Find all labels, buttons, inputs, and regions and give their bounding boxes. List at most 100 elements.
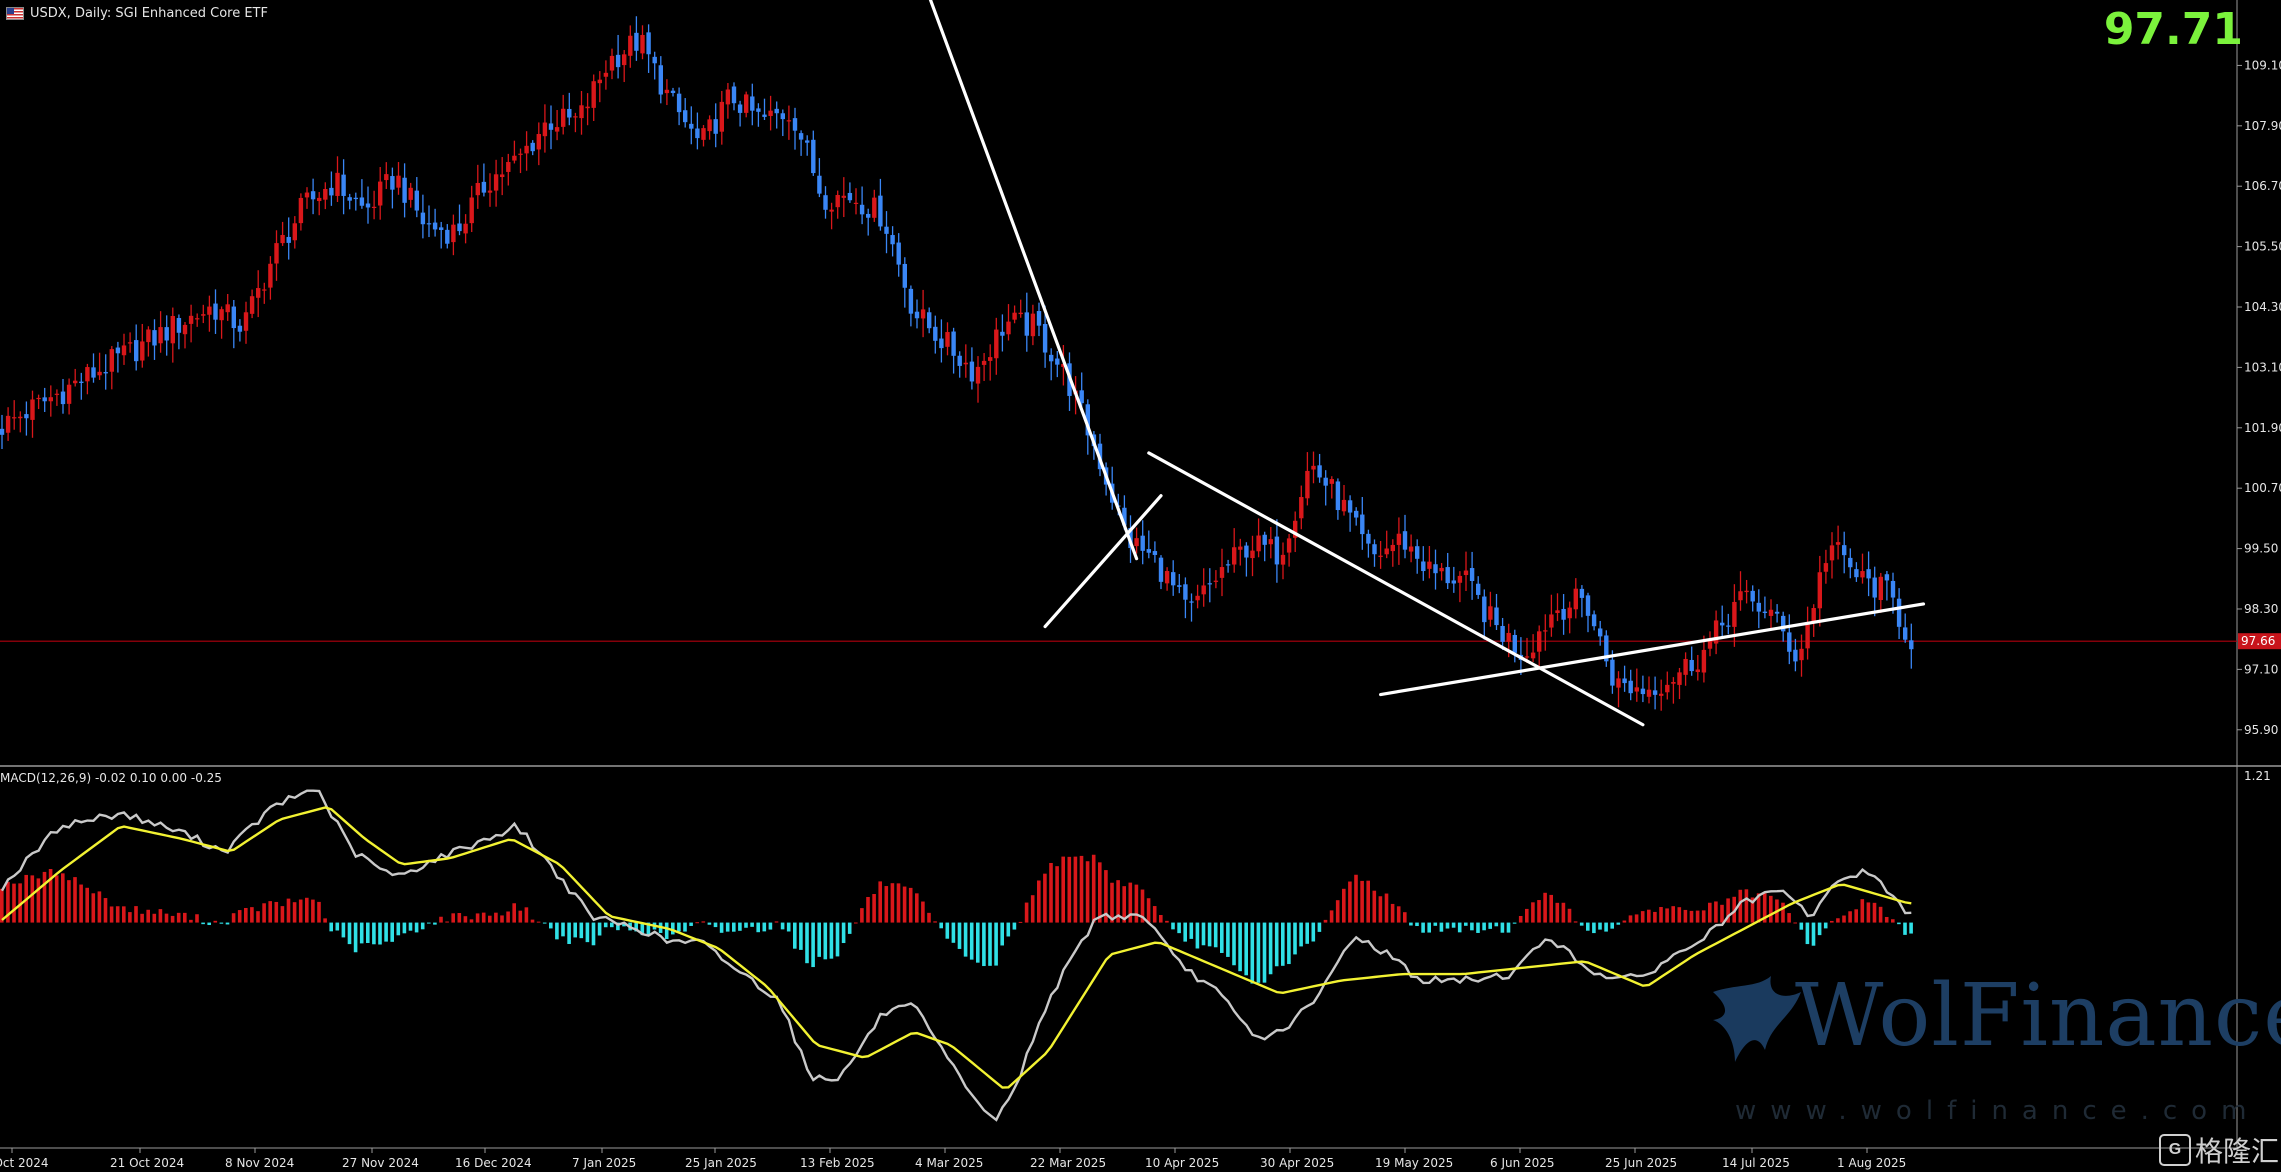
- histogram-bar: [274, 901, 279, 923]
- candle: [109, 346, 114, 390]
- histogram-bar: [128, 912, 132, 923]
- candle-body: [530, 142, 535, 152]
- histogram-bar: [1671, 906, 1675, 923]
- candle-body: [1616, 678, 1621, 688]
- histogram-bar: [73, 877, 77, 923]
- histogram-bar: [457, 913, 462, 923]
- candle-body: [146, 329, 151, 343]
- candle-body: [274, 243, 279, 264]
- histogram-bar: [1323, 919, 1328, 923]
- candle-body: [1738, 591, 1743, 601]
- histogram-bar: [1043, 873, 1047, 923]
- histogram-bar: [433, 922, 437, 925]
- candle: [1030, 304, 1036, 346]
- candle-body: [1189, 601, 1194, 603]
- candle-body: [634, 32, 639, 51]
- histogram-bar: [1897, 922, 1901, 925]
- candle-body: [134, 340, 139, 362]
- histogram-bar: [664, 922, 669, 940]
- candle: [872, 189, 877, 222]
- price-tick-label: 95.90: [2244, 723, 2278, 737]
- candle: [1164, 567, 1170, 591]
- histogram-bar: [402, 922, 407, 934]
- candle-body: [127, 342, 133, 344]
- histogram-bar: [805, 922, 809, 964]
- histogram-bar: [1598, 922, 1602, 930]
- histogram-bar: [390, 922, 394, 942]
- histogram-bar: [1073, 856, 1078, 923]
- histogram-bar: [1653, 911, 1657, 923]
- candle: [201, 304, 206, 324]
- histogram-bar: [420, 922, 425, 930]
- candle: [1622, 665, 1627, 692]
- candle-body: [841, 195, 846, 198]
- histogram-bar: [1561, 902, 1566, 923]
- candle: [1799, 634, 1804, 677]
- histogram-bar: [298, 899, 303, 923]
- candle: [1567, 601, 1572, 634]
- macd-line: [0, 789, 1912, 1122]
- candle: [1476, 576, 1481, 599]
- candle-body: [628, 35, 633, 56]
- histogram-bar: [1579, 922, 1584, 926]
- histogram-bar: [823, 922, 828, 960]
- candle-body: [1079, 390, 1084, 404]
- candle-body: [30, 399, 35, 420]
- candle: [817, 158, 822, 198]
- histogram-bar: [1122, 886, 1126, 923]
- candle-body: [109, 349, 114, 372]
- candle: [1659, 679, 1664, 711]
- candle: [414, 177, 419, 218]
- candle-body: [487, 190, 493, 193]
- candle-body: [1171, 572, 1176, 586]
- histogram-bar: [988, 922, 992, 966]
- histogram-bar: [207, 922, 211, 926]
- candle: [1793, 638, 1798, 672]
- histogram-bar: [1854, 909, 1858, 923]
- candle: [963, 344, 968, 378]
- candle: [1042, 305, 1048, 368]
- candle-body: [1140, 535, 1145, 551]
- candle-body: [1366, 533, 1371, 544]
- candle: [1036, 302, 1042, 337]
- candle-body: [317, 197, 322, 202]
- candle-body: [1335, 481, 1341, 511]
- histogram-bar: [1085, 861, 1090, 923]
- candle: [1457, 571, 1463, 603]
- histogram-bar: [1604, 922, 1608, 932]
- histogram-bar: [1055, 866, 1059, 923]
- candle-body: [170, 315, 175, 344]
- candle: [347, 193, 352, 210]
- histogram-bar: [1689, 910, 1694, 923]
- candle-body: [1701, 649, 1707, 673]
- candle: [683, 98, 688, 128]
- candle-body: [158, 327, 163, 344]
- candle-body: [658, 65, 663, 95]
- histogram-bar: [1421, 922, 1425, 933]
- candle-body: [1122, 507, 1127, 526]
- histogram-bar: [677, 922, 681, 932]
- candle-body: [1762, 611, 1768, 614]
- candle-body: [1842, 545, 1847, 556]
- candle-body: [908, 288, 914, 314]
- candle: [951, 327, 956, 374]
- candle: [134, 324, 139, 371]
- candle-body: [323, 188, 328, 200]
- histogram-bar: [1329, 910, 1334, 923]
- candle-body: [1860, 571, 1865, 578]
- histogram-bar: [353, 922, 358, 953]
- histogram-bar: [1506, 922, 1511, 933]
- candle-body: [500, 174, 505, 178]
- candle: [756, 103, 761, 127]
- histogram-bar: [1201, 922, 1206, 946]
- candle-body: [493, 174, 499, 191]
- histogram-bar: [12, 883, 16, 923]
- candle-body: [97, 371, 102, 376]
- candle: [152, 319, 157, 360]
- candle: [524, 131, 529, 171]
- candle-body: [1256, 535, 1261, 552]
- candle-body: [988, 357, 993, 361]
- histogram-bar: [1146, 898, 1151, 923]
- histogram-bar: [1226, 922, 1230, 957]
